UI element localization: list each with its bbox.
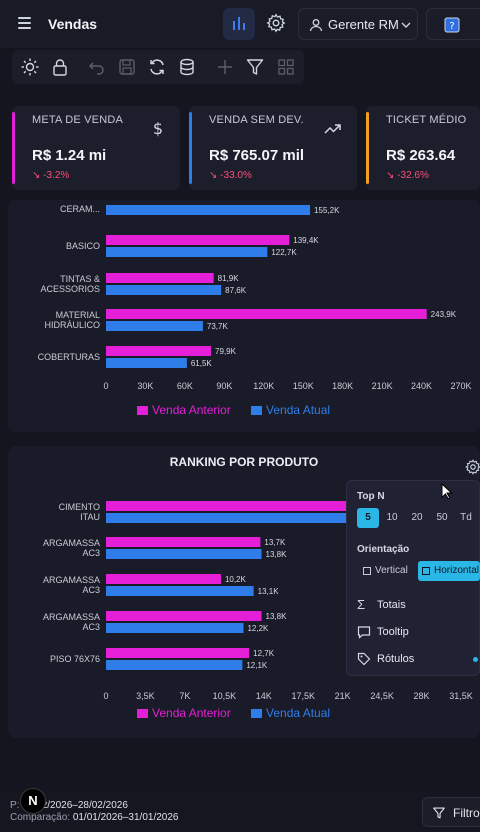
add-button[interactable] [215,57,235,77]
refresh-button[interactable] [147,57,167,77]
undo-button[interactable] [87,57,107,77]
top-bar: Vendas Gerente RM ? [0,0,480,48]
tag-icon [357,652,371,666]
topn-option-10[interactable]: 10 [386,512,398,523]
orientation-label: Orientação [357,544,410,555]
orientation-vertical-button[interactable]: Vertical [359,561,417,581]
grid-icon [278,59,294,75]
period-text: P: 01/02/2026–28/02/2026 [10,800,128,811]
kpi-value: R$ 1.24 mi [32,147,107,164]
kpi-accent-bar [12,112,15,184]
grid-button[interactable] [276,57,296,77]
chevron-down-icon [401,22,411,28]
kpi-value: R$ 765.07 mil [209,147,305,164]
topn-option-all[interactable]: Td [460,512,472,523]
help-icon: ? [444,17,460,33]
dollar-icon: $ [153,119,163,138]
filter-icon [246,59,264,75]
save-button[interactable] [117,57,137,77]
topn-option-20[interactable]: 20 [411,512,423,523]
topn-option-50[interactable]: 50 [436,512,448,523]
save-icon [119,59,135,75]
filters-button[interactable]: Filtros [422,797,480,827]
chart-settings-icon[interactable] [464,458,480,476]
sigma-icon: Σ [357,597,366,612]
trend-up-icon [324,124,341,134]
database-icon [180,58,194,76]
plus-icon [218,60,232,74]
help-button[interactable]: ? [426,8,480,40]
user-selector[interactable]: Gerente RM [298,8,418,40]
kpi-label: VENDA SEM DEV. [209,114,304,126]
svg-text:?: ? [449,21,454,32]
kpi-accent-bar [189,112,192,184]
user-name: Gerente RM [328,17,399,32]
app-logo[interactable]: N [20,788,46,814]
tooltip-toggle[interactable]: Tooltip [357,624,409,640]
settings-button[interactable] [265,12,287,34]
refresh-icon [150,59,164,75]
gear-icon [266,13,286,33]
kpi-delta: ↘ -32.6% [386,170,429,181]
orientation-horizontal-button[interactable]: Horizontal [418,561,480,581]
labels-active-dot [473,657,478,662]
kpi-card-meta: META DE VENDA $ R$ 1.24 mi ↘ -3.2% [12,106,180,190]
chart-view-button[interactable] [223,8,255,40]
topn-option-5[interactable]: 5 [357,508,379,528]
undo-icon [89,62,104,75]
kpi-value: R$ 263.64 [386,147,456,164]
totals-toggle[interactable]: Σ Totais [357,597,406,612]
footer-bar [0,790,480,832]
page-title: Vendas [48,16,98,32]
kpi-delta: ↘ -3.2% [32,170,70,181]
lock-button[interactable] [50,57,70,77]
message-icon [357,626,371,639]
kpi-label: META DE VENDA [32,114,124,126]
user-icon [309,19,323,32]
svg-text:$: $ [153,119,163,138]
kpi-accent-bar [366,112,369,184]
bar-chart-icon [233,17,245,30]
sun-icon [21,58,39,76]
toolbar [12,50,304,84]
category-chart-panel [8,200,480,432]
chart-title: RANKING POR PRODUTO [169,455,319,469]
menu-icon[interactable] [18,17,31,29]
topn-label: Top N [357,491,385,502]
kpi-label: TICKET MÉDIO [386,114,467,126]
lock-icon [53,59,67,76]
horizontal-icon [422,567,430,575]
chart-settings-popover: Top N 5 10 20 50 Td Orientação Vertical … [346,480,480,676]
mouse-cursor-icon [441,483,453,499]
vertical-icon [363,567,371,575]
theme-toggle-button[interactable] [20,57,40,77]
filter-button[interactable] [245,57,265,77]
kpi-card-venda: VENDA SEM DEV. R$ 765.07 mil ↘ -33.0% [189,106,357,190]
compare-text: Comparação: 01/01/2026–31/01/2026 [10,812,179,823]
kpi-card-ticket: TICKET MÉDIO R$ 263.64 ↘ -32.6% [366,106,480,190]
kpi-delta: ↘ -33.0% [209,170,252,181]
database-button[interactable] [177,57,197,77]
labels-toggle[interactable]: Rótulos [357,651,414,667]
filter-icon [433,807,445,819]
